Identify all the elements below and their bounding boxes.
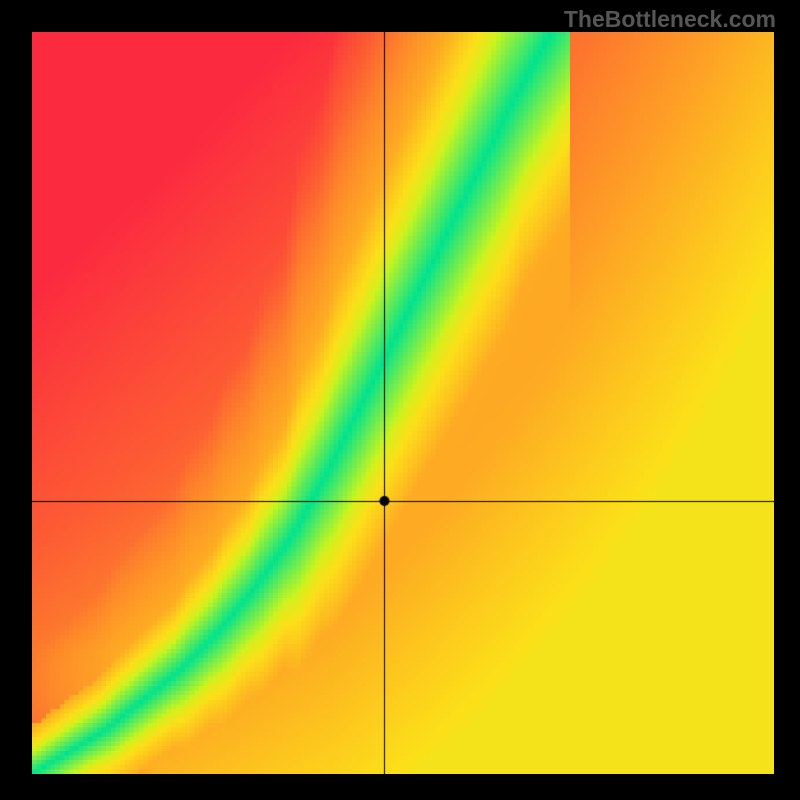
- crosshair-overlay: [32, 32, 774, 774]
- chart-container: TheBottleneck.com: [0, 0, 800, 800]
- watermark-text: TheBottleneck.com: [564, 6, 776, 33]
